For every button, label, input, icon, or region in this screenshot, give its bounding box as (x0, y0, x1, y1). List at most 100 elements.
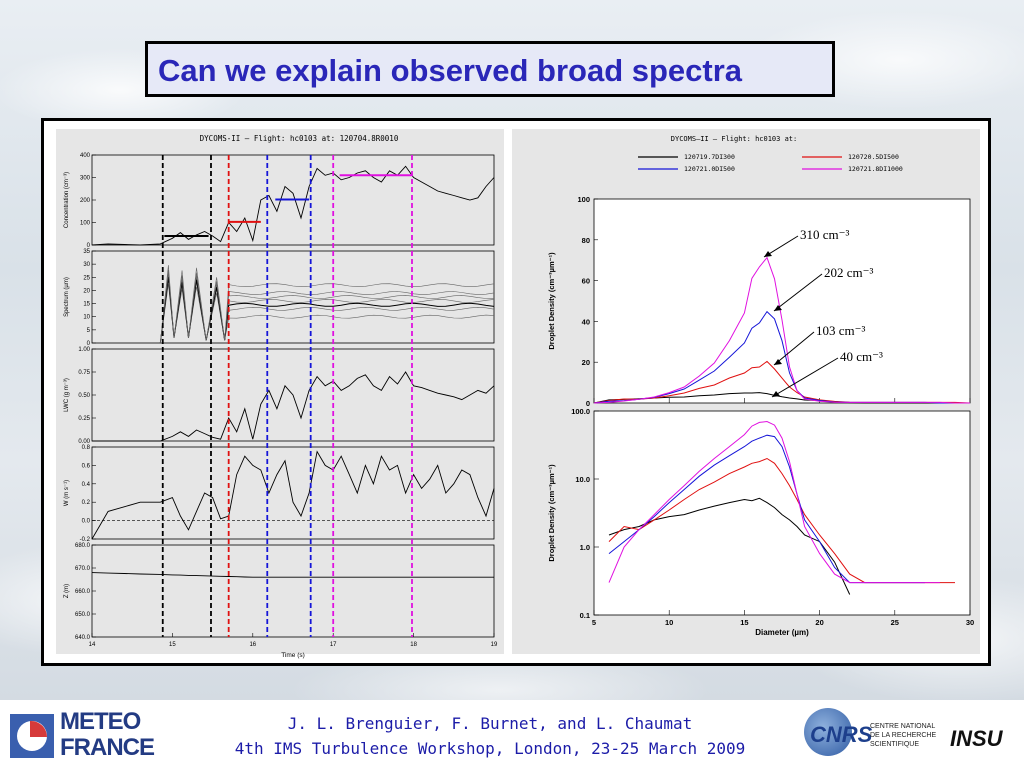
left-series-line-4 (91, 572, 494, 578)
left-ytick-label: 670.0 (75, 566, 91, 572)
legend-label: 120719.7DI300 (684, 153, 735, 161)
left-ytick-label: 100 (80, 221, 91, 227)
left-xtick-label: 14 (89, 642, 96, 648)
left-xlabel: Time (s) (281, 652, 305, 659)
left-panel-frame-1 (91, 250, 495, 344)
meteo-france-logo: METEO FRANCE (10, 708, 172, 762)
left-ytick-label: 0 (87, 341, 91, 347)
right-xtick-label: 30 (966, 618, 974, 627)
annotation-arrow-line (771, 357, 839, 398)
right-xtick-label: 15 (740, 618, 748, 627)
concentration-annotation: 202 cm⁻³ (824, 265, 873, 280)
left-ytick-label: 15 (83, 302, 90, 308)
left-ytick-label: 680.0 (75, 543, 91, 549)
right-chart-title: DYCOMS–II – Flight: hc0103 at: (671, 135, 797, 143)
linear-ytick-label: 80 (582, 236, 590, 245)
left-ytick-label: 0.75 (78, 370, 90, 376)
left-ytick-label: 0.0 (82, 519, 91, 525)
left-ytick-label: 650.0 (75, 612, 91, 618)
logo-meteo-word: METEO (60, 708, 141, 735)
legend-label: 120720.5DI500 (848, 153, 899, 161)
left-chart-background (56, 129, 504, 654)
concentration-annotation: 310 cm⁻³ (800, 227, 849, 242)
left-ytick-label: 0.2 (82, 500, 91, 506)
right-xtick-label: 20 (815, 618, 823, 627)
left-ylabel: Concentration (cm⁻³) (64, 172, 70, 228)
linear-ytick-label: 60 (582, 277, 590, 286)
linear-ytick-label: 0 (586, 399, 590, 408)
legend-label: 120721.0DI500 (684, 165, 735, 173)
annotation-arrowhead (764, 251, 772, 257)
log-ytick-label: 10.0 (575, 475, 590, 484)
logo-france-word: FRANCE (60, 734, 155, 761)
footer-workshop: 4th IMS Turbulence Workshop, London, 23-… (234, 739, 746, 758)
linear-ytick-label: 40 (582, 317, 590, 326)
left-ytick-label: 1.00 (78, 347, 90, 353)
log-ytick-label: 0.1 (580, 611, 590, 620)
log-ytick-label: 100.0 (571, 407, 590, 416)
left-series-line-2 (92, 371, 495, 442)
left-ytick-label: -0.2 (80, 537, 91, 543)
spectrum-percentile-line (160, 284, 495, 344)
spectrum-percentile-line (160, 265, 495, 344)
left-ytick-label: 400 (80, 153, 91, 159)
left-ytick-label: 0.6 (82, 463, 91, 469)
left-xtick-label: 19 (491, 642, 498, 648)
left-ytick-label: 5 (87, 328, 91, 334)
left-ytick-label: 30 (83, 262, 90, 268)
left-ylabel: LWC (g m⁻³) (64, 378, 70, 412)
cnrs-full-name: CENTRE NATIONAL DE LA RECHERCHE SCIENTIF… (870, 723, 937, 748)
left-ytick-label: 200 (80, 198, 91, 204)
left-ytick-label: 0.00 (78, 439, 90, 445)
left-ytick-label: 35 (83, 249, 90, 255)
linear-ytick-label: 100 (577, 195, 590, 204)
annotation-arrow-line (773, 273, 823, 312)
right-xtick-label: 25 (891, 618, 899, 627)
right-xtick-label: 10 (665, 618, 673, 627)
left-panel-frame-3 (91, 446, 495, 540)
cnrs-insu-logo: CNRS CENTRE NATIONAL DE LA RECHERCHE SCI… (800, 708, 1020, 764)
left-xtick-label: 17 (330, 642, 337, 648)
annotation-arrowhead (774, 305, 782, 311)
legend-label: 120721.8DI1000 (848, 165, 903, 173)
cnrs-globe-icon (804, 708, 852, 756)
figure-svg: DYCOMS-II – Flight: hc0103 at: 120704.8R… (56, 129, 980, 659)
left-ytick-label: 10 (83, 315, 90, 321)
slide-title: Can we explain observed broad spectra (158, 53, 743, 88)
left-ylabel: Z (m) (64, 584, 70, 598)
left-xtick-label: 15 (169, 642, 176, 648)
linear-panel-frame (593, 198, 971, 404)
left-series-line-3 (91, 450, 495, 540)
log-ylabel: Droplet Density (cm⁻³µm⁻¹) (547, 464, 556, 562)
concentration-annotation: 40 cm⁻³ (840, 349, 883, 364)
concentration-annotation: 103 cm⁻³ (816, 323, 865, 338)
left-ytick-label: 25 (83, 275, 90, 281)
log-ytick-label: 1.0 (580, 543, 590, 552)
right-xtick-label: 5 (592, 618, 596, 627)
left-chart-title: DYCOMS-II – Flight: hc0103 at: 120704.8R… (200, 134, 399, 143)
figure-panel: DYCOMS-II – Flight: hc0103 at: 120704.8R… (41, 118, 991, 666)
left-ytick-label: 0.50 (78, 393, 90, 399)
insu-text: INSU (950, 726, 1003, 751)
cnrs-text: CNRS (810, 722, 873, 747)
linear-ytick-label: 20 (582, 358, 590, 367)
spectrum-percentile-line (160, 269, 495, 344)
left-ylabel: Spectrum (µm) (64, 277, 70, 317)
left-ytick-label: 0.8 (82, 445, 91, 451)
left-ytick-label: 660.0 (75, 589, 91, 595)
left-xtick-label: 16 (249, 642, 256, 648)
droplet-spectrum-log-black (608, 497, 851, 595)
linear-ylabel: Droplet Density (cm⁻³µm⁻¹) (547, 252, 556, 350)
droplet-spectrum-log-magenta (608, 420, 940, 584)
left-ylabel: W (m s⁻¹) (64, 480, 70, 506)
left-xtick-label: 18 (410, 642, 417, 648)
left-ytick-label: 300 (80, 176, 91, 182)
spectrum-percentile-line (159, 276, 495, 344)
annotation-arrowhead (774, 359, 782, 365)
left-ytick-label: 640.0 (75, 635, 91, 641)
left-ytick-label: 0.25 (78, 416, 90, 422)
title-box: Can we explain observed broad spectra (145, 41, 835, 97)
left-ytick-label: 0.4 (82, 482, 91, 488)
meteo-france-mark-icon (10, 714, 54, 758)
footer-authors: J. L. Brenguier, F. Burnet, and L. Chaum… (287, 714, 693, 733)
